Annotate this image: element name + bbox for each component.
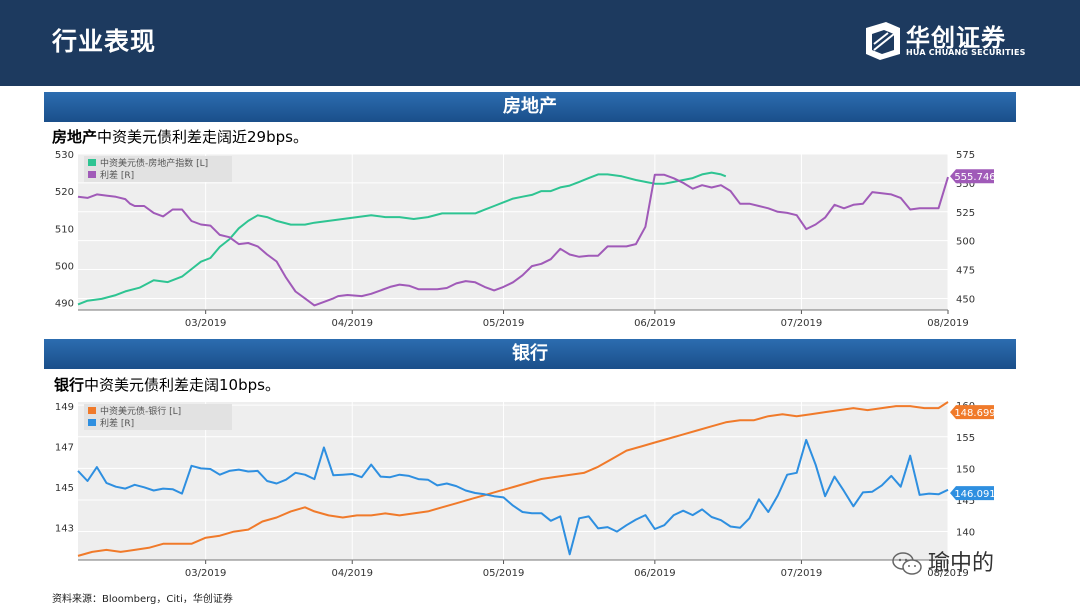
right-tick-label: 525 <box>956 208 975 219</box>
series-line-0 <box>77 171 727 306</box>
x-tick-label: 07/2019 <box>781 318 823 329</box>
legend-swatch-1 <box>88 171 96 178</box>
x-tick-label: 04/2019 <box>331 568 373 579</box>
x-tick-label: 08/2019 <box>927 318 969 329</box>
last-value-label-real-estate: 555.746 <box>954 172 995 183</box>
x-tick-label: 06/2019 <box>634 568 676 579</box>
x-tick-label: 08/2019 <box>927 568 969 579</box>
right-tick-label: 450 <box>956 294 975 305</box>
legend-box <box>84 404 232 430</box>
left-tick-label: 500 <box>55 261 74 272</box>
logo-name-en: HUA CHUANG SECURITIES <box>906 48 1026 57</box>
x-tick-label: 07/2019 <box>781 568 823 579</box>
legend-label-0: 中资美元债-房地产指数 [L] <box>100 157 208 169</box>
right-tick-label: 575 <box>956 150 975 161</box>
watermark: 瑜中的 <box>892 545 994 577</box>
source-note: 资料来源：Bloomberg，Citi，华创证券 <box>52 594 233 605</box>
left-tick-label: 143 <box>55 524 74 535</box>
series-line-1 <box>77 438 949 556</box>
legend-label-0: 中资美元债-银行 [L] <box>100 405 181 417</box>
right-tick-label: 475 <box>956 266 975 277</box>
chart-real-estate: 03/2019 04/2019 05/2019 06/2019 07/2019 08/20… <box>55 150 996 329</box>
series-line-1 <box>77 173 949 307</box>
legend-swatch-0 <box>88 407 96 414</box>
section-bar-bank: 银行 <box>44 339 1016 369</box>
last-value-label-bank-index-flag <box>950 405 994 420</box>
section-bar-real-estate: 房地产 <box>44 92 1016 122</box>
left-tick-label: 147 <box>55 443 74 454</box>
right-tick-label: 550 <box>956 179 975 190</box>
last-value-label-bank-index: 148.699 <box>954 408 995 419</box>
series-line-0 <box>77 401 949 557</box>
left-tick-label: 490 <box>55 299 74 310</box>
caption-text-bank: 中资美元债利差走阔10bps。 <box>84 376 280 394</box>
wechat-icon <box>892 552 922 575</box>
left-tick-label: 520 <box>55 187 74 198</box>
last-value-label-bank-spread: 146.091 <box>954 489 995 500</box>
x-tick-label: 03/2019 <box>185 568 227 579</box>
legend-box <box>84 156 232 182</box>
caption-text-real-estate: 中资美元债利差走阔近29bps。 <box>97 128 308 146</box>
header-banner: 行业表现 华创证券 HUA CHUANG SECURITIES <box>0 0 1080 86</box>
right-tick-label: 150 <box>956 464 975 475</box>
last-value-label-bank-spread-flag <box>950 486 994 501</box>
x-tick-label: 06/2019 <box>634 318 676 329</box>
right-tick-label: 145 <box>956 496 975 507</box>
caption-real-estate: 房地产中资美元债利差走阔近29bps。 <box>52 126 308 147</box>
caption-bold-real-estate: 房地产 <box>52 128 98 146</box>
left-tick-label: 510 <box>55 224 74 235</box>
left-tick-label: 145 <box>55 483 74 494</box>
right-tick-label: 155 <box>956 433 975 444</box>
legend-label-1: 利差 [R] <box>100 169 134 181</box>
right-tick-label: 140 <box>956 528 975 539</box>
legend-swatch-0 <box>88 159 96 166</box>
caption-bank: 银行中资美元债利差走阔10bps。 <box>54 374 280 395</box>
x-tick-label: 05/2019 <box>483 318 525 329</box>
x-tick-label: 05/2019 <box>483 568 525 579</box>
x-tick-label: 04/2019 <box>331 318 373 329</box>
logo-mark-icon <box>866 22 900 60</box>
legend-swatch-1 <box>88 419 96 426</box>
legend-label-1: 利差 [R] <box>100 417 134 429</box>
x-tick-label: 03/2019 <box>185 318 227 329</box>
company-logo: 华创证券 HUA CHUANG SECURITIES <box>864 18 1026 64</box>
right-tick-label: 500 <box>956 237 975 248</box>
watermark-text: 瑜中的 <box>928 551 995 576</box>
last-value-label-real-estate-flag <box>950 169 994 184</box>
logo-name-cn: 华创证券 <box>906 24 1006 52</box>
caption-bold-bank: 银行 <box>54 376 85 394</box>
left-tick-label: 149 <box>55 402 74 413</box>
left-tick-label: 530 <box>55 150 74 161</box>
page-title: 行业表现 <box>52 27 157 56</box>
chart-bank: 03/2019 04/2019 05/2019 06/2019 07/2019 08/20… <box>55 401 996 579</box>
